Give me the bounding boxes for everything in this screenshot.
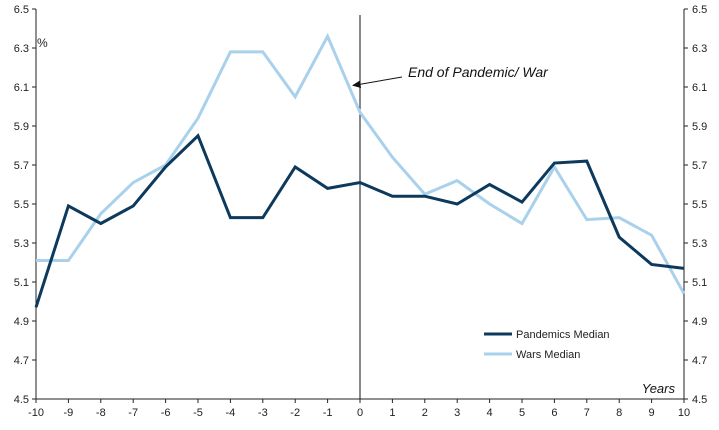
x-tick-label: 4 <box>487 407 493 419</box>
y-tick-label-left: 5.9 <box>14 121 29 133</box>
series-layer <box>34 32 686 308</box>
series-line-pandemics-median <box>34 133 685 308</box>
y-tick-label-left: 4.5 <box>14 394 29 406</box>
y-tick-label-right: 5.5 <box>692 199 707 211</box>
x-tick-label: 5 <box>519 407 525 419</box>
x-tick-label: 2 <box>422 407 428 419</box>
y-tick-label-right: 6.3 <box>692 43 707 55</box>
x-tick-label: -7 <box>128 407 138 419</box>
y-tick-label-right: 5.1 <box>692 277 707 289</box>
x-tick-label: 3 <box>454 407 460 419</box>
annotation-arrow <box>355 76 403 86</box>
annotation: End of Pandemic/ War <box>352 64 549 88</box>
y-tick-label-left: 6.5 <box>14 4 29 16</box>
legend-label-wars: Wars Median <box>516 349 580 361</box>
x-tick-label: 1 <box>389 407 395 419</box>
y-tick-label-left: 5.3 <box>14 238 29 250</box>
x-tick-label: -5 <box>193 407 203 419</box>
x-tick-label: -9 <box>64 407 74 419</box>
x-axis: -10 -9 -8 -7 -6 -5 -4 -3 -2 -1 0 1 2 3 4 5 6 7 8 9 10 <box>28 398 690 419</box>
y-tick-label-right: 5.9 <box>692 121 707 133</box>
x-tick-label: 7 <box>584 407 590 419</box>
x-tick-label: 10 <box>678 407 690 419</box>
x-tick-label: -1 <box>323 407 333 419</box>
y-tick-label-left: 5.5 <box>14 199 29 211</box>
legend-label-pandemics: Pandemics Median <box>516 329 610 341</box>
x-tick-label: 0 <box>357 407 363 419</box>
x-tick-label: -6 <box>161 407 171 419</box>
y-axis-left: 4.5 4.7 4.9 5.1 5.3 5.5 5.7 5.9 6.1 6.3 6.5 <box>14 4 37 406</box>
y-tick-label-left: 6.1 <box>14 82 29 94</box>
annotation-arrowhead <box>352 80 361 88</box>
y-tick-label-right: 4.7 <box>692 355 707 367</box>
y-tick-label-right: 6.1 <box>692 82 707 94</box>
y-tick-label-left: 5.1 <box>14 277 29 289</box>
y-axis-unit-label: % <box>37 36 48 50</box>
y-tick-label-right: 5.3 <box>692 238 707 250</box>
y-tick-label-right: 4.5 <box>692 394 707 406</box>
x-tick-label: -3 <box>258 407 268 419</box>
y-axis-right: 4.5 4.7 4.9 5.1 5.3 5.5 5.7 5.9 6.1 6.3 6.5 <box>683 4 707 406</box>
x-tick-label: -2 <box>290 407 300 419</box>
annotation-text: End of Pandemic/ War <box>408 64 549 80</box>
x-tick-label: -10 <box>28 407 44 419</box>
y-tick-label-left: 4.7 <box>14 355 29 367</box>
x-tick-label: -4 <box>226 407 236 419</box>
y-tick-label-left: 6.3 <box>14 43 29 55</box>
x-tick-label: 9 <box>649 407 655 419</box>
x-tick-label: 8 <box>616 407 622 419</box>
legend: Pandemics Median Wars Median <box>484 329 610 361</box>
y-tick-label-right: 6.5 <box>692 4 707 16</box>
y-tick-label-left: 4.9 <box>14 316 29 328</box>
x-tick-label: 6 <box>551 407 557 419</box>
x-axis-title: Years <box>642 381 676 396</box>
x-tick-label: -8 <box>96 407 106 419</box>
y-tick-label-left: 5.7 <box>14 160 29 172</box>
y-tick-label-right: 4.9 <box>692 316 707 328</box>
series-line-wars-median <box>36 32 686 295</box>
y-tick-label-right: 5.7 <box>692 160 707 172</box>
